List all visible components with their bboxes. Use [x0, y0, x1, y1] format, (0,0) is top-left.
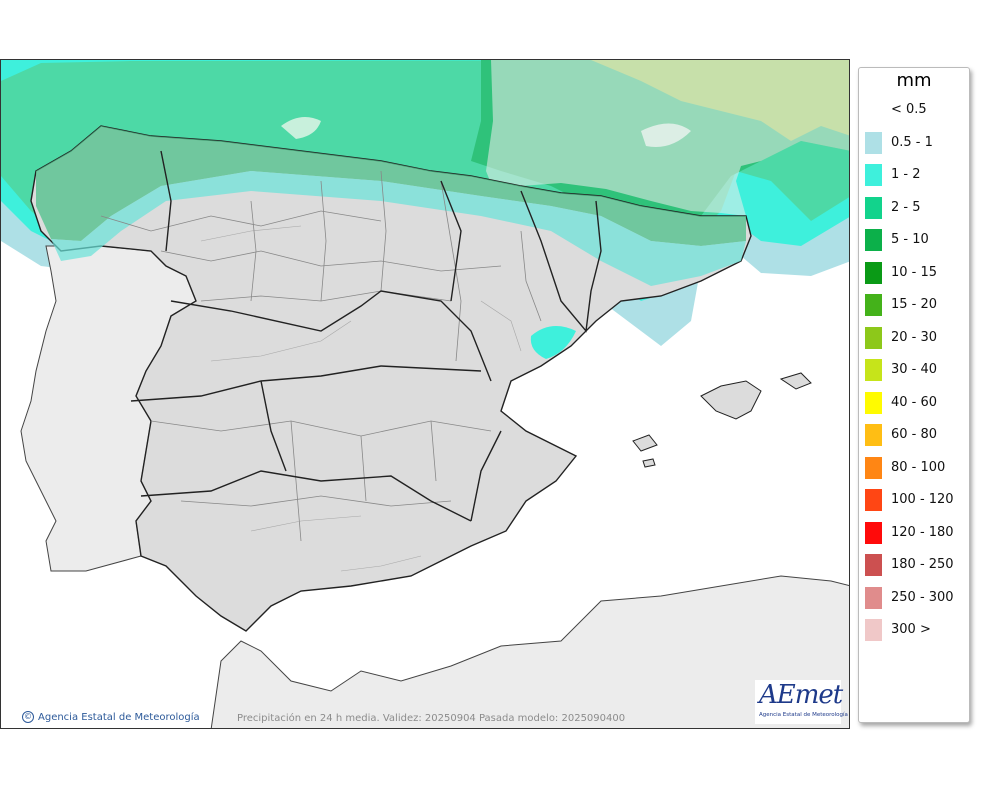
legend-item: 250 - 300 [863, 586, 967, 610]
relief-shading [200, 225, 522, 572]
legend-swatch [865, 229, 882, 251]
community-boundaries [130, 150, 602, 522]
legend-swatch [865, 391, 882, 414]
legend-label: 180 - 250 [891, 557, 954, 572]
legend-item: 20 - 30 [863, 326, 967, 350]
precipitation-map [0, 59, 850, 729]
legend-swatch [865, 99, 882, 121]
logo-wordmark: AEmet [759, 680, 843, 710]
legend-swatch [865, 196, 882, 219]
legend-label: 1 - 2 [891, 167, 921, 182]
legend-item: 180 - 250 [863, 553, 967, 577]
legend-swatch [865, 489, 882, 511]
legend-swatch [865, 261, 882, 284]
legend-label: < 0.5 [891, 102, 927, 117]
legend-label: 30 - 40 [891, 362, 938, 377]
north-africa-land [210, 575, 849, 728]
legend-label: 100 - 120 [891, 492, 954, 507]
legend-item: 40 - 60 [863, 391, 967, 415]
legend-item: 300 > [863, 618, 967, 642]
legend-label: 250 - 300 [891, 589, 954, 605]
aemet-logo: AEmet Agencia Estatal de Meteorología [755, 680, 848, 724]
map-caption: Precipitación en 24 h media. Validez: 20… [237, 713, 626, 724]
legend-item: 10 - 15 [863, 261, 967, 285]
logo-subtitle: Agencia Estatal de Meteorología [759, 712, 848, 718]
legend-item: 1 - 2 [863, 163, 967, 187]
legend-swatch [865, 294, 882, 316]
mallorca [700, 380, 762, 420]
legend-swatch [865, 359, 882, 381]
legend-swatch [865, 619, 882, 641]
france-land [486, 60, 849, 216]
legend-label: 15 - 20 [891, 297, 938, 312]
legend-swatch [865, 326, 882, 349]
legend-label: 0.5 - 1 [891, 134, 933, 150]
legend-label: 5 - 10 [891, 232, 929, 247]
legend-item: 30 - 40 [863, 358, 967, 382]
precip-land-cyan [51, 171, 746, 286]
legend-swatch [865, 554, 882, 576]
legend-swatch [865, 586, 882, 609]
legend-item: 0.5 - 1 [863, 131, 967, 155]
legend-item: 80 - 100 [863, 456, 967, 480]
legend-item: 120 - 180 [863, 521, 967, 545]
legend-item: 60 - 80 [863, 423, 967, 447]
agency-credit: © Agencia Estatal de Meteorología [22, 711, 200, 723]
legend-label: 80 - 100 [891, 459, 946, 475]
legend-item: 5 - 10 [863, 228, 967, 252]
legend-item: 2 - 5 [863, 196, 967, 220]
precip-land-green [36, 126, 746, 246]
legend-swatch [865, 521, 882, 544]
legend-label: 20 - 30 [891, 329, 938, 345]
map-canvas [1, 60, 849, 728]
legend-label: 300 > [891, 622, 931, 637]
precip-land-spot [530, 326, 576, 359]
ibiza [632, 434, 658, 452]
formentera [642, 458, 656, 468]
region-boundaries [100, 170, 542, 542]
legend-item: 15 - 20 [863, 293, 967, 317]
legend-label: 40 - 60 [891, 394, 938, 410]
legend-label: 120 - 180 [891, 524, 954, 540]
legend-swatch [865, 424, 882, 446]
credit-text: Agencia Estatal de Meteorología [38, 711, 200, 723]
copyright-icon: © [22, 711, 34, 723]
menorca [779, 372, 812, 390]
legend-label: 60 - 80 [891, 427, 938, 442]
legend-item: < 0.5 [863, 98, 967, 122]
legend-item: 100 - 120 [863, 488, 967, 512]
legend-swatch [865, 131, 882, 154]
legend-label: 2 - 5 [891, 199, 921, 215]
legend-swatch [865, 164, 882, 186]
legend-swatch [865, 456, 882, 479]
precipitation-legend: mm < 0.5 0.5 - 1 1 - 2 2 - 5 5 - 10 10 - 15 15… [858, 67, 970, 723]
legend-unit: mm [896, 70, 932, 91]
legend-label: 10 - 15 [891, 264, 938, 280]
